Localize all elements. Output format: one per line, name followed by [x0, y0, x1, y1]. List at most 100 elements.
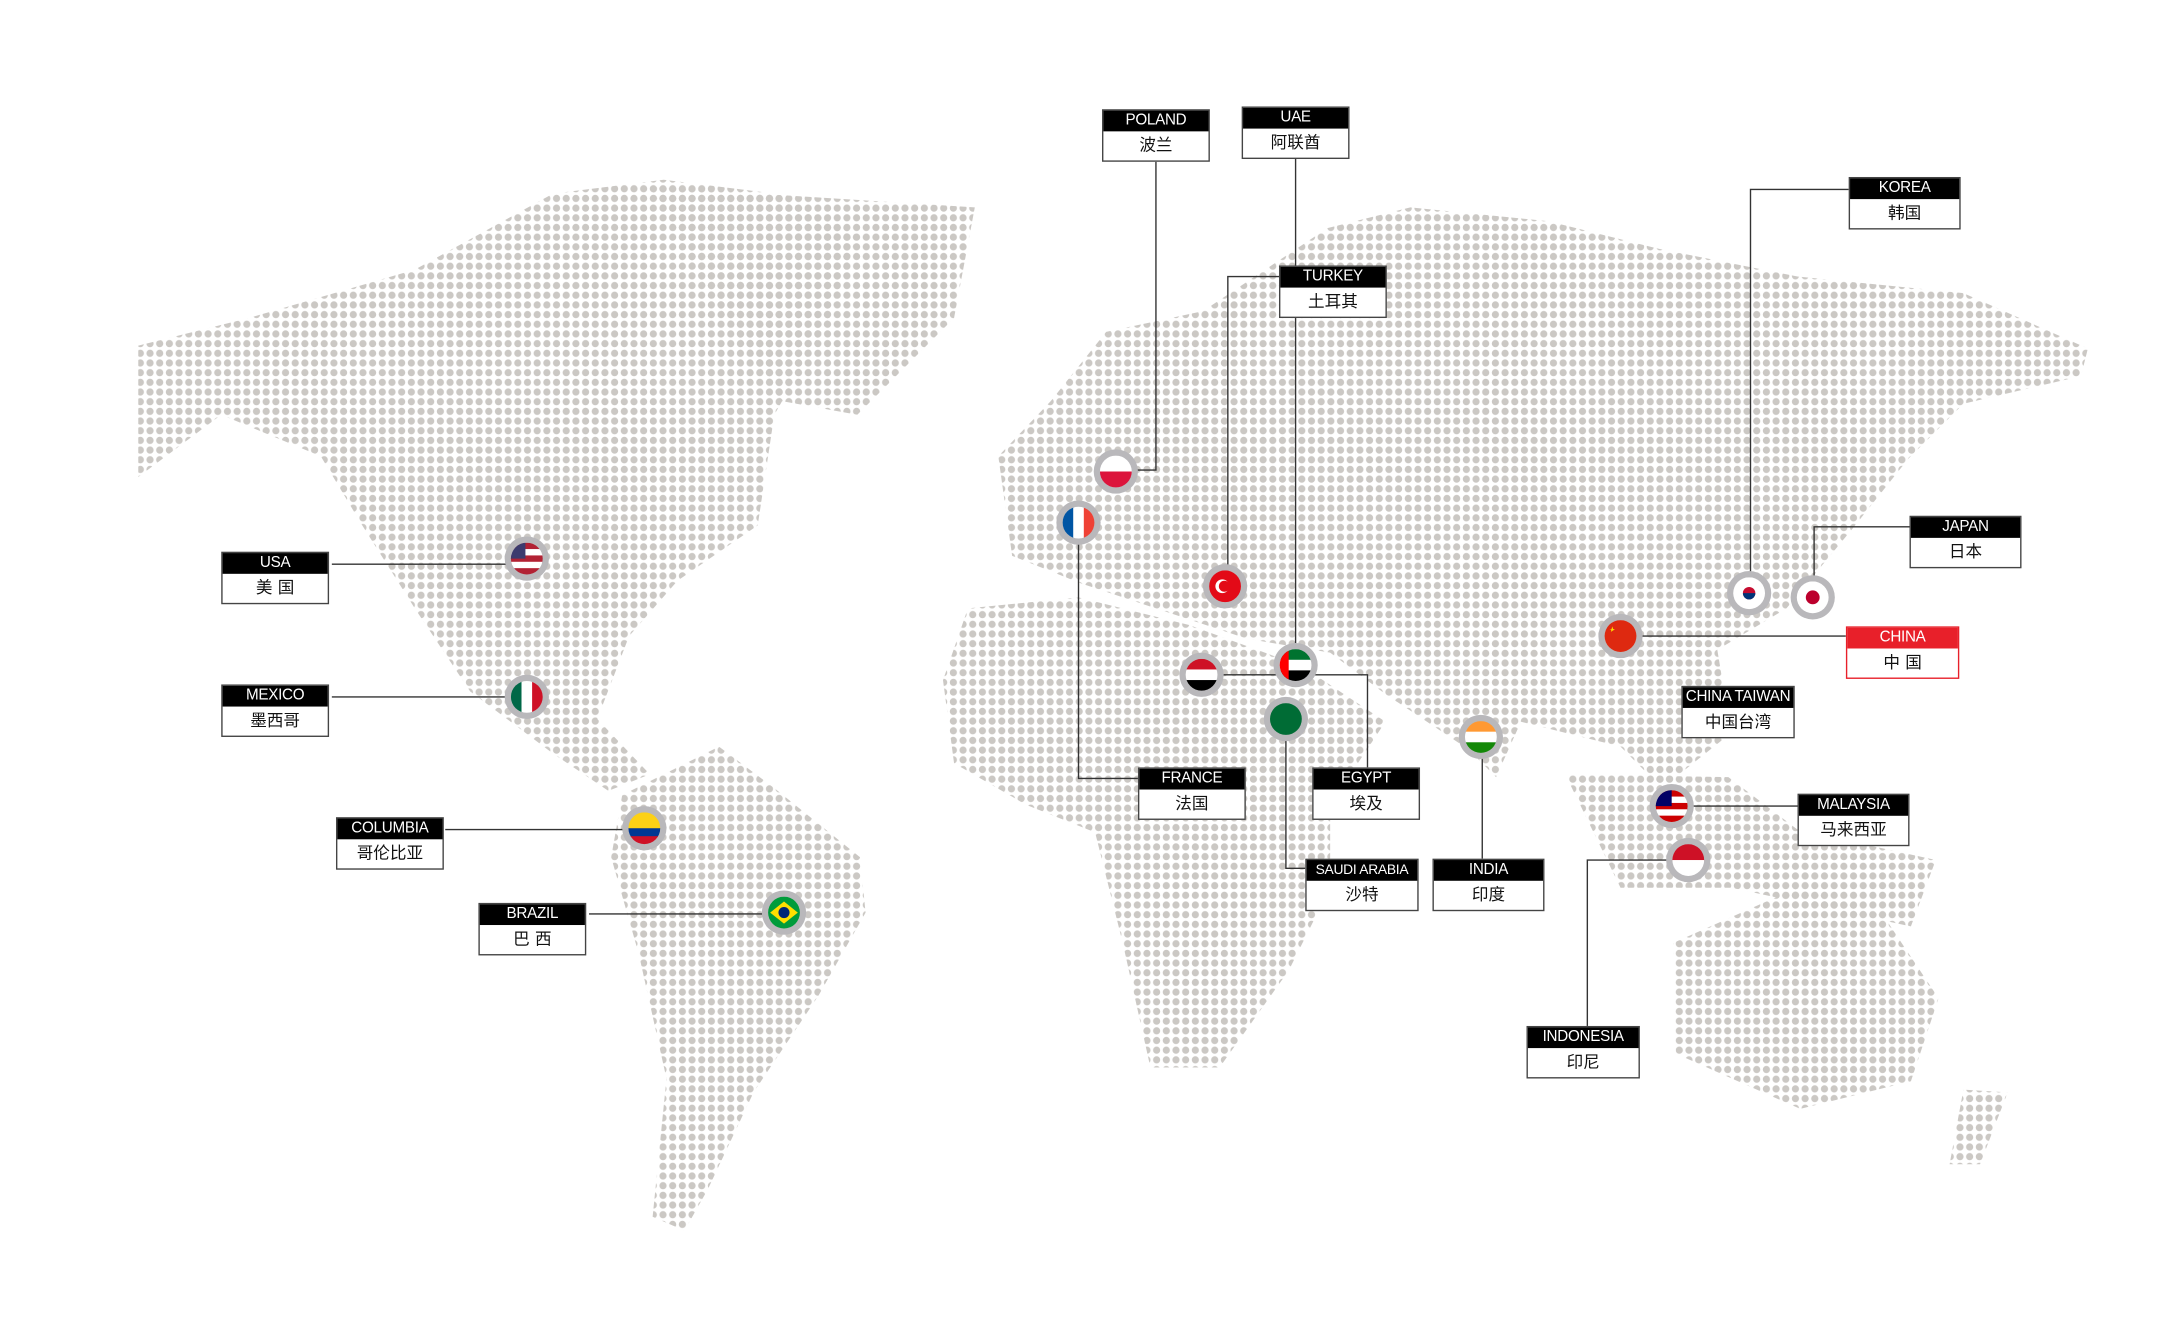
flag-stripe	[1099, 471, 1132, 488]
label-brazil[interactable]: BRAZIL 巴 西	[478, 902, 587, 956]
flag-stripe	[1279, 659, 1312, 672]
label-en: CHINA	[1847, 627, 1958, 649]
label-egypt[interactable]: EGYPT 埃及	[1312, 767, 1421, 820]
label-zh: 哥伦比亚	[356, 843, 424, 863]
flag-saudi-arabia-icon[interactable]	[1263, 696, 1309, 742]
flag-stripe	[1464, 721, 1497, 733]
label-en: INDONESIA	[1527, 1027, 1639, 1049]
label-en: TURKEY	[1280, 266, 1386, 288]
flag-usa-icon[interactable]	[504, 536, 549, 581]
label-poland[interactable]: POLAND 波兰	[1102, 109, 1210, 162]
flag-stripe	[1672, 844, 1705, 861]
label-en: MALAYSIA	[1798, 795, 1909, 816]
flag-stripe	[510, 561, 543, 569]
connector-turkey	[1227, 275, 1279, 570]
flag-uae-icon[interactable]	[1273, 642, 1318, 688]
label-en: POLAND	[1103, 110, 1209, 132]
label-en: JAPAN	[1910, 517, 2021, 538]
flag-stripe	[1185, 680, 1218, 691]
north-america	[138, 179, 858, 791]
flag-stripe	[1655, 815, 1688, 823]
label-zh: 美 国	[255, 577, 295, 598]
connector-poland	[1133, 161, 1157, 471]
flag-stripe	[510, 680, 523, 713]
label-japan[interactable]: JAPAN 日本	[1909, 515, 2022, 569]
label-en: COLUMBIA	[337, 818, 443, 840]
flag-stripe	[1279, 649, 1312, 661]
flag-markers	[504, 449, 1835, 935]
label-zh: 沙特	[1345, 884, 1379, 905]
label-malaysia[interactable]: MALAYSIA 马来西亚	[1797, 793, 1910, 847]
flag-stripe	[510, 549, 543, 557]
label-zh: 韩国	[1888, 203, 1922, 223]
label-en: EGYPT	[1313, 768, 1419, 790]
flag-indonesia-icon[interactable]	[1666, 837, 1711, 883]
flag-india-icon[interactable]	[1458, 714, 1503, 760]
label-columbia[interactable]: COLUMBIA 哥伦比亚	[335, 817, 444, 870]
flag-stripe	[510, 568, 543, 575]
label-china[interactable]: CHINA 中 国	[1845, 626, 1960, 679]
label-zh: 波兰	[1139, 135, 1173, 155]
new-zealand	[1949, 1089, 2008, 1165]
label-en: BRAZIL	[479, 904, 585, 926]
label-uae[interactable]: UAE 阿联酋	[1241, 106, 1350, 160]
flag-emblem	[1218, 580, 1230, 592]
flag-stripe	[1062, 506, 1074, 539]
flag-japan-icon[interactable]	[1790, 575, 1835, 620]
label-zh: 法国	[1175, 793, 1209, 814]
flag-malaysia-icon[interactable]	[1649, 783, 1694, 829]
flag-emblem	[778, 907, 790, 919]
label-saudi-arabia[interactable]: SAUDI ARABIA 沙特	[1305, 858, 1419, 912]
label-mexico[interactable]: MEXICO 墨西哥	[221, 684, 330, 737]
label-turkey[interactable]: TURKEY 土耳其	[1278, 265, 1387, 319]
label-india[interactable]: INDIA 印度	[1432, 858, 1545, 912]
label-zh: 印尼	[1566, 1052, 1600, 1072]
label-indonesia[interactable]: INDONESIA 印尼	[1526, 1025, 1640, 1079]
flag-stripe	[532, 680, 543, 713]
flag-columbia-icon[interactable]	[622, 806, 667, 851]
flag-stripe	[521, 680, 533, 713]
flag-egypt-icon[interactable]	[1179, 652, 1224, 697]
flag-stripe	[1655, 809, 1688, 817]
flag-stripe	[1464, 742, 1497, 753]
flag-stripe	[1655, 802, 1688, 810]
label-korea[interactable]: KOREA 韩国	[1848, 176, 1961, 230]
flag-stripe	[510, 542, 543, 550]
flag-china-icon[interactable]	[1598, 613, 1643, 659]
label-zh: 墨西哥	[250, 710, 301, 731]
label-usa[interactable]: USA 美 国	[221, 551, 330, 605]
label-zh: 巴 西	[513, 929, 552, 949]
flag-turkey-icon[interactable]	[1202, 564, 1248, 609]
flag-stripe	[1083, 506, 1095, 539]
label-zh: 埃及	[1349, 793, 1383, 814]
connectors	[331, 159, 1910, 1026]
label-en: SAUDI ARABIA	[1306, 860, 1418, 881]
flag-stripe	[1604, 620, 1637, 652]
label-china-taiwan[interactable]: CHINA TAIWAN 中国台湾	[1681, 685, 1795, 739]
label-france[interactable]: FRANCE 法国	[1137, 767, 1246, 820]
label-en: MEXICO	[222, 685, 328, 707]
label-en: FRANCE	[1139, 768, 1245, 790]
flag-stripe	[628, 812, 661, 821]
connector-indonesia	[1586, 859, 1674, 1026]
label-en: UAE	[1243, 107, 1349, 129]
flag-korea-icon[interactable]	[1726, 571, 1772, 616]
flag-stripe	[628, 820, 661, 829]
flag-stripe	[1099, 455, 1132, 473]
africa	[943, 597, 1386, 1068]
continents	[138, 179, 2088, 1231]
flag-stripe	[1185, 658, 1218, 671]
flag-mexico-icon[interactable]	[504, 674, 549, 720]
flag-france-icon[interactable]	[1056, 500, 1101, 545]
flag-emblem	[1742, 593, 1756, 600]
connector-france	[1077, 539, 1138, 780]
label-en: CHINA TAIWAN	[1682, 687, 1794, 708]
label-en: USA	[222, 553, 328, 574]
flag-poland-icon[interactable]	[1093, 449, 1138, 494]
label-zh: 土耳其	[1308, 291, 1358, 312]
connector-saudi	[1285, 739, 1306, 870]
label-zh: 阿联酋	[1270, 132, 1321, 153]
flag-brazil-icon[interactable]	[761, 890, 807, 935]
